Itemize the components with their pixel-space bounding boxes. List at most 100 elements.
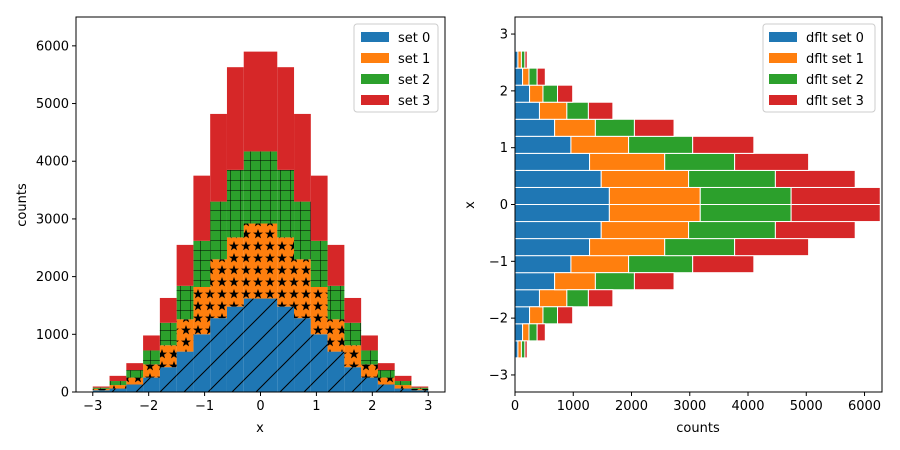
bar-hatch-set1-bin4 [159,345,177,368]
left-legend-label-1: set 1 [398,52,430,67]
left-legend-label-0: set 0 [398,31,430,46]
hbar-set1-bin1 [517,340,522,359]
right-histogram-chart: 0 1000 2000 3000 4000 5000 6000 −3 −2 −1 0 1 2 3 coun… [463,16,883,436]
bar-hatch-set1-bin18 [394,385,412,389]
bar-hatch-set1-bin9 [243,223,261,299]
left-y-tick-label: 5000 [36,97,69,112]
bar-hatch-set2-bin5 [176,285,194,320]
bar-set3-bin6 [193,175,211,241]
left-x-tick-label: 3 [424,399,432,414]
bar-set3-bin4 [159,297,177,323]
bar-set3-bin17 [377,363,395,371]
right-legend-label-2: dflt set 2 [806,73,864,88]
hbar-set2-bin7 [664,238,736,257]
left-legend-box [353,23,439,113]
bar-hatch-set0-bin14 [327,351,345,392]
right-y-tick-label: 0 [500,198,508,213]
bar-hatch-set0-bin18 [394,388,412,392]
bar-hatch-set1-bin12 [294,259,311,319]
bar-hatch-set2-bin6 [193,240,211,287]
hbar-set1-bin2 [522,323,530,342]
hbar-set0-bin6 [514,255,572,274]
right-y-tick-label: 3 [500,28,508,43]
hbar-set3-bin1 [524,340,528,359]
bar-hatch-set1-bin5 [176,319,194,352]
bar-set3-bin19 [411,386,429,388]
bar-hatch-set0-bin2 [126,384,144,392]
left-legend-swatch-0 [361,32,389,42]
hbar-set0-bin3 [514,306,531,325]
left-x-axis-label: x [256,421,264,436]
bar-hatch-set0-bin8 [226,306,244,392]
bar-set3-bin18 [394,375,412,382]
hbar-set3-bin8 [774,221,856,240]
right-legend-swatch-3 [769,95,797,105]
bar-hatch-set1-bin0 [92,388,110,391]
left-x-tick-label: −3 [83,399,102,414]
right-y-tick-label: −2 [489,312,508,327]
bar-set3-bin5 [176,244,194,286]
hbar-set1-bin10 [608,186,701,205]
hbar-set0-bin2 [514,323,524,342]
hbar-set3-bin3 [557,306,574,325]
bar-hatch-set0-bin13 [310,334,328,392]
left-x-tick-label: 2 [368,399,376,414]
hbar-set1-bin16 [529,84,544,103]
hbar-set3-bin4 [587,289,614,308]
left-x-tick-label: 0 [256,399,264,414]
right-x-tick-label: 2000 [615,399,648,414]
bar-hatch-set0-bin15 [344,367,362,392]
left-y-tick-label: 4000 [36,155,69,170]
bar-hatch-set1-bin15 [344,345,362,368]
left-ticks-layer: −3 −2 −1 0 1 2 3 0 1000 2000 3000 4000 5000 6000 [36,39,432,414]
left-legend-swatch-3 [361,95,389,105]
bar-hatch-set2-bin15 [344,322,362,346]
bar-hatch-set2-bin7 [210,201,227,260]
bar-hatch-set0-bin10 [260,298,278,392]
left-legend-swatch-2 [361,74,389,84]
hbar-set0-bin12 [514,152,591,171]
hbar-set3-bin11 [774,169,856,188]
hbar-set2-bin6 [628,255,694,274]
bar-hatch-set0-bin3 [143,377,160,392]
hbar-set1-bin9 [608,204,701,223]
bar-hatch-set0-bin1 [109,388,127,392]
hbar-set2-bin17 [528,67,538,86]
hbar-set2-bin8 [688,221,776,240]
left-y-tick-label: 0 [61,386,69,401]
bar-set3-bin13 [310,175,328,241]
hbar-set1-bin6 [570,255,630,274]
bar-hatch-set2-bin3 [143,350,160,365]
right-legend-label-0: dflt set 0 [806,31,864,46]
bar-set3-bin11 [277,67,295,170]
bar-hatch-set1-bin7 [210,259,227,319]
hbar-set1-bin17 [522,67,530,86]
bar-hatch-set0-bin16 [361,377,378,392]
hbar-set2-bin5 [594,272,635,291]
hbar-set2-bin11 [688,169,776,188]
hbar-set2-bin10 [699,186,792,205]
hbar-set3-bin9 [790,204,881,223]
left-legend: set 0 set 1 set 2 set 3 [353,23,439,113]
bar-hatch-set0-bin0 [92,390,110,392]
hbar-set2-bin12 [664,152,736,171]
left-y-tick-label: 6000 [36,39,69,54]
hbar-set1-bin11 [600,169,690,188]
bar-hatch-set0-bin19 [411,390,429,392]
right-x-tick-label: 6000 [848,399,881,414]
hbar-set0-bin10 [514,186,610,205]
hbar-set1-bin15 [538,101,568,120]
bar-set3-bin10 [260,51,278,152]
bar-hatch-set0-bin9 [243,298,261,392]
bar-hatch-set1-bin8 [226,237,244,307]
left-bars-layer [92,51,429,392]
hbar-set0-bin5 [514,272,556,291]
hbar-set0-bin16 [514,84,531,103]
bar-hatch-set2-bin16 [361,350,378,365]
bar-hatch-set2-bin8 [226,169,244,238]
right-x-tick-label: 4000 [731,399,764,414]
hbar-set3-bin10 [790,186,881,205]
hbar-set3-bin6 [692,255,755,274]
bar-hatch-set2-bin19 [411,387,429,389]
